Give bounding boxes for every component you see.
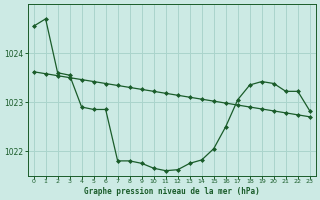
X-axis label: Graphe pression niveau de la mer (hPa): Graphe pression niveau de la mer (hPa) bbox=[84, 187, 260, 196]
